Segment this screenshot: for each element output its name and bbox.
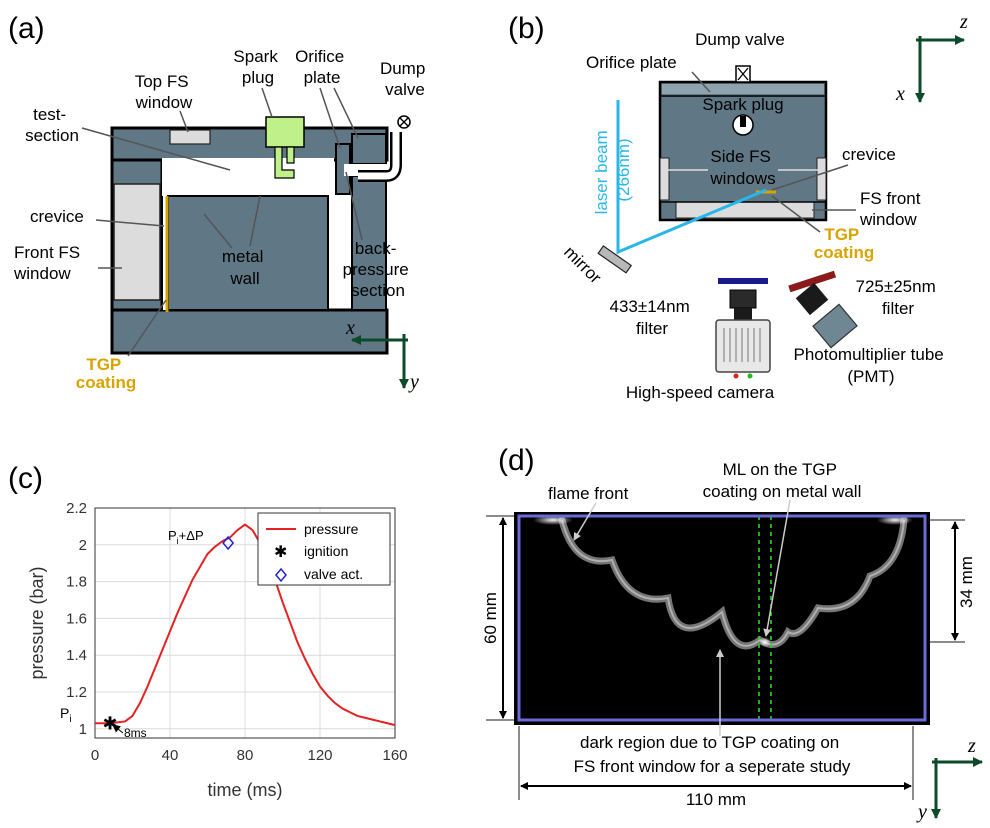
camera-lens bbox=[729, 289, 757, 309]
chart-legend: pressure ✱ ignition valve act. bbox=[257, 512, 391, 586]
spark-plug-shape bbox=[265, 116, 305, 148]
series-pressure-line bbox=[95, 523, 396, 727]
filter-433-label: 433±14nm filter bbox=[610, 297, 695, 338]
metal-wall-label: metal wall bbox=[222, 247, 268, 288]
annot-8ms: 8ms bbox=[124, 726, 147, 740]
chart-xlabel: time (ms) bbox=[208, 780, 283, 800]
x-tick-label: 120 bbox=[307, 747, 332, 764]
spark-plug-label: Spark plug bbox=[233, 47, 282, 87]
mirror-shape bbox=[597, 245, 633, 274]
y-tick-label: 2.2 bbox=[66, 500, 87, 517]
axis-d-y-label: y bbox=[916, 801, 927, 823]
y-tick-label: 1.2 bbox=[66, 684, 87, 701]
x-tick-label: 40 bbox=[162, 747, 179, 764]
annot-pi-dp: Pi+ΔP bbox=[168, 528, 204, 546]
side-fs-window-right bbox=[816, 157, 827, 201]
y-tick-label: 1 bbox=[79, 721, 87, 738]
legend-valve-swatch bbox=[275, 567, 287, 583]
panel-b: (b) Dump valve Orifice plate Spark plug … bbox=[508, 11, 968, 402]
pmt-body bbox=[812, 303, 858, 349]
chart-ticks: 0 40 80 120 160 1 1.2 1.4 1.6 1.8 2 2.2 bbox=[66, 500, 407, 764]
pmt-label: Photomultiplier tube (PMT) bbox=[794, 345, 949, 386]
dark-region-label: dark region due to TGP coating on FS fro… bbox=[574, 733, 851, 776]
fs-front-window-shape bbox=[675, 201, 815, 219]
crevice-gap bbox=[162, 196, 168, 310]
ignition-marker: ✱ bbox=[102, 713, 117, 733]
back-pressure-upper bbox=[351, 133, 387, 165]
mirror-label: mirror bbox=[560, 242, 605, 287]
x-tick-label: 0 bbox=[91, 747, 99, 764]
axis-b-z-label: z bbox=[959, 11, 968, 33]
chamber-top-view bbox=[658, 80, 828, 222]
top-fs-window-shape bbox=[169, 129, 211, 145]
y-tick-label: 2 bbox=[79, 537, 87, 554]
panel-c-label: (c) bbox=[8, 462, 43, 495]
panel-b-label: (b) bbox=[508, 12, 545, 45]
axis-b-x-label: x bbox=[895, 83, 905, 105]
fs-front-window-label: FS front window bbox=[859, 189, 925, 229]
pmt-lens bbox=[795, 282, 829, 316]
chart-frame bbox=[94, 507, 396, 739]
crevice-label: crevice bbox=[30, 207, 84, 226]
legend-ignition-swatch: ✱ bbox=[274, 544, 287, 561]
x-tick-label: 160 bbox=[382, 747, 407, 764]
metal-wall-shape bbox=[167, 195, 329, 311]
back-pressure-lower bbox=[351, 175, 387, 311]
panel-d: (d) flame front ML on the TGP coating on… bbox=[481, 444, 983, 823]
front-fs-window-shape bbox=[113, 183, 161, 301]
tgp-coating-b-label: TGP coating bbox=[814, 225, 874, 262]
test-section-cavity bbox=[162, 158, 334, 196]
chart-series bbox=[95, 523, 396, 727]
front-fs-window-label: Front FS window bbox=[13, 243, 85, 283]
panel-c: (c) 0 40 80 120 160 1 1.2 1.4 1.6 1.8 2 2.2 ✱ time … bbox=[8, 462, 408, 800]
flame-front-label: flame front bbox=[548, 484, 629, 503]
y-tick-label: 1.6 bbox=[66, 610, 87, 627]
dim-34-label: 34 mm bbox=[957, 556, 976, 608]
side-fs-windows-label: Side FS windows bbox=[709, 147, 775, 188]
dump-valve-b-label: Dump valve bbox=[695, 30, 785, 49]
dim-110-label: 110 mm bbox=[686, 790, 746, 809]
legend-ignition: ignition bbox=[304, 543, 348, 559]
y-tick-label: 1.8 bbox=[66, 574, 87, 591]
spark-plug-electrode bbox=[274, 146, 295, 179]
orifice-plate-b-label: Orifice plate bbox=[586, 53, 677, 72]
test-section-label: test- section bbox=[25, 105, 79, 145]
chart-ylabel: pressure (bar) bbox=[27, 566, 47, 679]
laser-beam-label: laser beam (266nm) bbox=[592, 126, 633, 215]
valve-act-marker bbox=[222, 535, 235, 551]
tgp-coating-label: TGP coating bbox=[76, 355, 136, 392]
filter-433-shape bbox=[718, 278, 768, 284]
axis-a-y-label: y bbox=[408, 371, 419, 393]
y-tick-label: 1.4 bbox=[66, 647, 87, 664]
axis-d-z-label: z bbox=[967, 735, 976, 757]
legend-pressure: pressure bbox=[304, 521, 359, 537]
back-pressure-label: back- pressure section bbox=[343, 239, 414, 300]
panel-d-label: (d) bbox=[498, 444, 535, 477]
dim-60-label: 60 mm bbox=[481, 592, 500, 644]
annot-pi: Pi bbox=[60, 705, 72, 725]
legend-valve: valve act. bbox=[304, 566, 363, 582]
axis-a-x-label: x bbox=[345, 317, 355, 339]
panel-a-label: (a) bbox=[8, 12, 45, 45]
x-tick-label: 80 bbox=[237, 747, 254, 764]
side-fs-window-left bbox=[659, 157, 670, 201]
filter-725-label: 725±25nm filter bbox=[856, 277, 941, 318]
laser-beam-path bbox=[616, 100, 767, 255]
orifice-plate-label: Orifice plate bbox=[295, 47, 349, 87]
top-fs-window-label: Top FS window bbox=[135, 72, 194, 112]
filter-725-shape bbox=[788, 270, 837, 293]
crevice-b-label: crevice bbox=[842, 145, 896, 164]
spark-plug-b-label: Spark plug bbox=[702, 95, 783, 114]
camera-label: High-speed camera bbox=[626, 383, 775, 402]
ml-label: ML on the TGP coating on metal wall bbox=[703, 460, 862, 501]
chamber-frame bbox=[517, 514, 927, 722]
panel-a: (a) Top FS window Spark bbox=[8, 12, 430, 393]
dump-valve-label: Dump valve bbox=[380, 59, 430, 99]
ml-spot bbox=[759, 637, 771, 647]
